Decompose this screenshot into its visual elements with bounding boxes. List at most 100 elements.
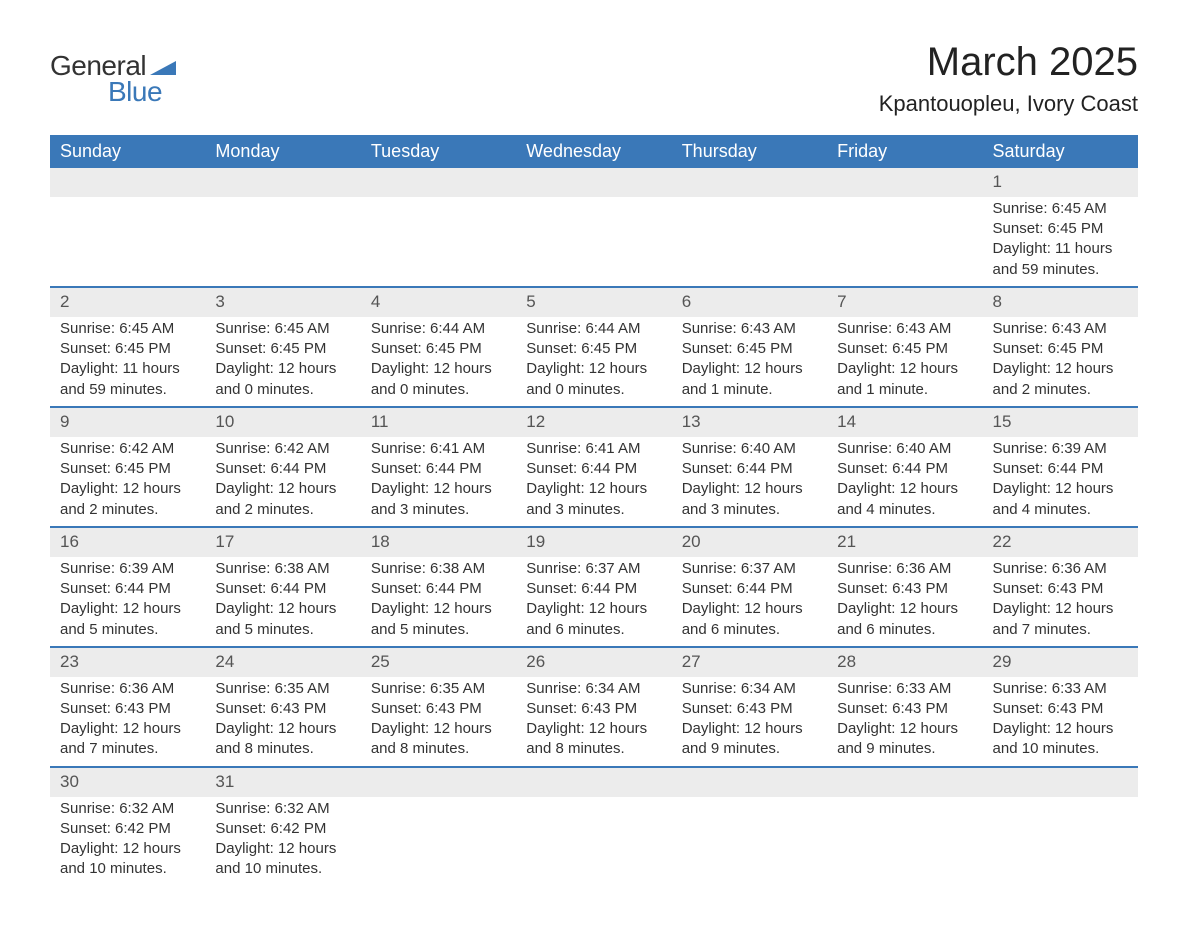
daylight-line: Daylight: 12 hours and 5 minutes. — [371, 599, 506, 640]
sunset-line: Sunset: 6:45 PM — [371, 339, 506, 359]
day-number: 7 — [827, 288, 982, 317]
sunset-line: Sunset: 6:44 PM — [526, 459, 661, 479]
title-block: March 2025 Kpantouopleu, Ivory Coast — [879, 40, 1138, 117]
day-body: Sunrise: 6:45 AMSunset: 6:45 PMDaylight:… — [50, 317, 205, 406]
day-number: 17 — [205, 528, 360, 557]
day-number: 10 — [205, 408, 360, 437]
calendar-cell — [672, 168, 827, 287]
day-body: Sunrise: 6:34 AMSunset: 6:43 PMDaylight:… — [516, 677, 671, 766]
sunset-line: Sunset: 6:43 PM — [215, 699, 350, 719]
daylight-line: Daylight: 12 hours and 0 minutes. — [371, 359, 506, 400]
sunrise-line: Sunrise: 6:41 AM — [371, 439, 506, 459]
day-number: 31 — [205, 768, 360, 797]
day-body: Sunrise: 6:43 AMSunset: 6:45 PMDaylight:… — [827, 317, 982, 406]
day-body: Sunrise: 6:34 AMSunset: 6:43 PMDaylight:… — [672, 677, 827, 766]
day-body: Sunrise: 6:36 AMSunset: 6:43 PMDaylight:… — [50, 677, 205, 766]
sunset-line: Sunset: 6:44 PM — [215, 579, 350, 599]
calendar-cell: 25Sunrise: 6:35 AMSunset: 6:43 PMDayligh… — [361, 647, 516, 767]
sunrise-line: Sunrise: 6:34 AM — [682, 679, 817, 699]
day-body: Sunrise: 6:37 AMSunset: 6:44 PMDaylight:… — [672, 557, 827, 646]
day-number: 27 — [672, 648, 827, 677]
calendar-cell: 8Sunrise: 6:43 AMSunset: 6:45 PMDaylight… — [983, 287, 1138, 407]
sunset-line: Sunset: 6:45 PM — [60, 339, 195, 359]
day-body: Sunrise: 6:33 AMSunset: 6:43 PMDaylight:… — [983, 677, 1138, 766]
sunrise-line: Sunrise: 6:36 AM — [60, 679, 195, 699]
day-number: 18 — [361, 528, 516, 557]
sunset-line: Sunset: 6:45 PM — [215, 339, 350, 359]
day-number — [672, 768, 827, 797]
calendar-cell — [983, 767, 1138, 886]
calendar-cell: 3Sunrise: 6:45 AMSunset: 6:45 PMDaylight… — [205, 287, 360, 407]
daylight-line: Daylight: 12 hours and 5 minutes. — [60, 599, 195, 640]
calendar-cell: 4Sunrise: 6:44 AMSunset: 6:45 PMDaylight… — [361, 287, 516, 407]
daylight-line: Daylight: 11 hours and 59 minutes. — [60, 359, 195, 400]
day-number: 29 — [983, 648, 1138, 677]
sunrise-line: Sunrise: 6:38 AM — [371, 559, 506, 579]
day-number: 9 — [50, 408, 205, 437]
day-body: Sunrise: 6:40 AMSunset: 6:44 PMDaylight:… — [672, 437, 827, 526]
calendar-cell: 24Sunrise: 6:35 AMSunset: 6:43 PMDayligh… — [205, 647, 360, 767]
calendar-table: Sunday Monday Tuesday Wednesday Thursday… — [50, 135, 1138, 886]
day-body: Sunrise: 6:45 AMSunset: 6:45 PMDaylight:… — [983, 197, 1138, 286]
sunset-line: Sunset: 6:45 PM — [993, 339, 1128, 359]
sunrise-line: Sunrise: 6:42 AM — [60, 439, 195, 459]
sunrise-line: Sunrise: 6:34 AM — [526, 679, 661, 699]
calendar-cell: 13Sunrise: 6:40 AMSunset: 6:44 PMDayligh… — [672, 407, 827, 527]
sunrise-line: Sunrise: 6:37 AM — [682, 559, 817, 579]
calendar-week-row: 1Sunrise: 6:45 AMSunset: 6:45 PMDaylight… — [50, 168, 1138, 287]
calendar-cell: 27Sunrise: 6:34 AMSunset: 6:43 PMDayligh… — [672, 647, 827, 767]
day-body — [516, 797, 671, 805]
brand-logo: General Blue — [50, 50, 176, 108]
day-body: Sunrise: 6:42 AMSunset: 6:44 PMDaylight:… — [205, 437, 360, 526]
daylight-line: Daylight: 12 hours and 1 minute. — [682, 359, 817, 400]
sunrise-line: Sunrise: 6:43 AM — [682, 319, 817, 339]
calendar-cell: 12Sunrise: 6:41 AMSunset: 6:44 PMDayligh… — [516, 407, 671, 527]
calendar-cell: 26Sunrise: 6:34 AMSunset: 6:43 PMDayligh… — [516, 647, 671, 767]
day-body — [205, 197, 360, 205]
day-body: Sunrise: 6:44 AMSunset: 6:45 PMDaylight:… — [516, 317, 671, 406]
daylight-line: Daylight: 12 hours and 3 minutes. — [371, 479, 506, 520]
day-number: 22 — [983, 528, 1138, 557]
day-body: Sunrise: 6:35 AMSunset: 6:43 PMDaylight:… — [361, 677, 516, 766]
day-number: 26 — [516, 648, 671, 677]
sunset-line: Sunset: 6:44 PM — [60, 579, 195, 599]
calendar-cell: 22Sunrise: 6:36 AMSunset: 6:43 PMDayligh… — [983, 527, 1138, 647]
day-number — [516, 768, 671, 797]
day-number — [361, 168, 516, 197]
daylight-line: Daylight: 12 hours and 7 minutes. — [60, 719, 195, 760]
day-number: 6 — [672, 288, 827, 317]
page-header: General Blue March 2025 Kpantouopleu, Iv… — [50, 40, 1138, 117]
day-body — [672, 197, 827, 205]
weekday-header: Wednesday — [516, 135, 671, 168]
daylight-line: Daylight: 12 hours and 4 minutes. — [993, 479, 1128, 520]
calendar-cell — [50, 168, 205, 287]
day-body: Sunrise: 6:35 AMSunset: 6:43 PMDaylight:… — [205, 677, 360, 766]
sunset-line: Sunset: 6:42 PM — [60, 819, 195, 839]
calendar-cell: 28Sunrise: 6:33 AMSunset: 6:43 PMDayligh… — [827, 647, 982, 767]
day-body: Sunrise: 6:39 AMSunset: 6:44 PMDaylight:… — [983, 437, 1138, 526]
calendar-cell: 7Sunrise: 6:43 AMSunset: 6:45 PMDaylight… — [827, 287, 982, 407]
weekday-header: Thursday — [672, 135, 827, 168]
sunset-line: Sunset: 6:44 PM — [371, 459, 506, 479]
sunset-line: Sunset: 6:44 PM — [837, 459, 972, 479]
calendar-cell: 17Sunrise: 6:38 AMSunset: 6:44 PMDayligh… — [205, 527, 360, 647]
calendar-cell — [672, 767, 827, 886]
daylight-line: Daylight: 12 hours and 9 minutes. — [837, 719, 972, 760]
day-body: Sunrise: 6:38 AMSunset: 6:44 PMDaylight:… — [205, 557, 360, 646]
calendar-cell: 15Sunrise: 6:39 AMSunset: 6:44 PMDayligh… — [983, 407, 1138, 527]
calendar-cell: 16Sunrise: 6:39 AMSunset: 6:44 PMDayligh… — [50, 527, 205, 647]
day-number: 11 — [361, 408, 516, 437]
day-body — [672, 797, 827, 805]
daylight-line: Daylight: 12 hours and 8 minutes. — [371, 719, 506, 760]
day-body: Sunrise: 6:33 AMSunset: 6:43 PMDaylight:… — [827, 677, 982, 766]
calendar-cell: 18Sunrise: 6:38 AMSunset: 6:44 PMDayligh… — [361, 527, 516, 647]
sunrise-line: Sunrise: 6:44 AM — [371, 319, 506, 339]
sunrise-line: Sunrise: 6:39 AM — [60, 559, 195, 579]
weekday-header: Tuesday — [361, 135, 516, 168]
day-number: 12 — [516, 408, 671, 437]
calendar-cell: 23Sunrise: 6:36 AMSunset: 6:43 PMDayligh… — [50, 647, 205, 767]
calendar-cell — [827, 767, 982, 886]
day-body — [827, 197, 982, 205]
day-number: 20 — [672, 528, 827, 557]
day-number: 30 — [50, 768, 205, 797]
